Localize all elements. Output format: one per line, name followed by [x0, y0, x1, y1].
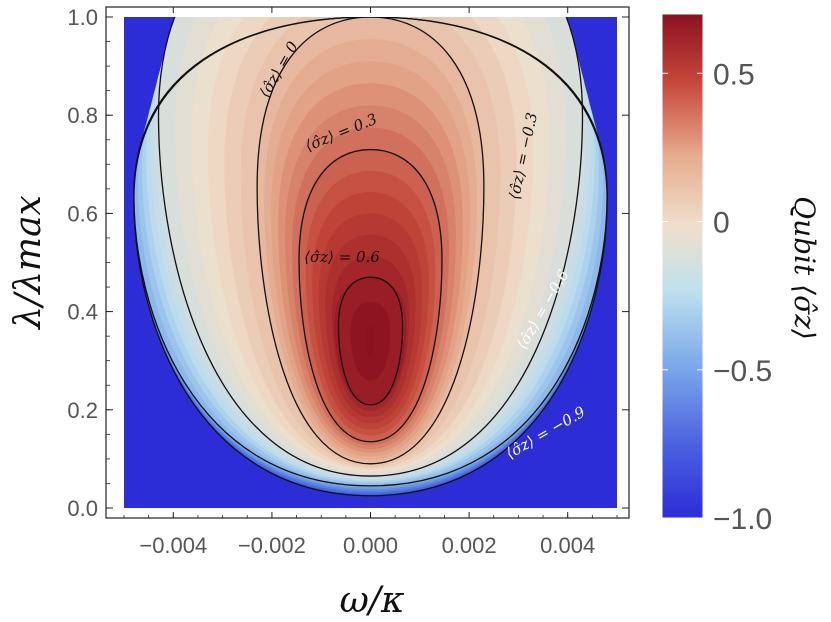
contour-line [337, 276, 404, 406]
colorbar [661, 13, 704, 519]
y-tick-label: 0.6 [67, 201, 98, 226]
y-tick-label: 0.0 [67, 496, 98, 521]
colorbar-ticks: 0.5 0 −0.5 −1.0 [662, 58, 772, 536]
contour-label: ⟨σ̂z⟩ = 0.6 [304, 248, 380, 266]
contour-line [133, 17, 608, 487]
y-tick-label: 1.0 [67, 5, 98, 30]
heatmap-field [124, 17, 617, 508]
colorbar-tick-label: 0 [713, 207, 730, 240]
y-tick-label: 0.2 [67, 398, 98, 423]
contour-lines [133, 17, 608, 497]
y-axis-ticks: 0.0 0.2 0.4 0.6 0.8 1.0 [67, 5, 629, 521]
y-tick-label: 0.8 [67, 103, 98, 128]
x-tick-label: −0.002 [238, 533, 306, 558]
x-tick-label: 0.002 [442, 533, 497, 558]
contour-line [133, 17, 608, 497]
contour-line [157, 17, 584, 477]
heat-band [366, 326, 375, 356]
x-axis-ticks: −0.004 −0.002 0.000 0.002 0.004 [123, 7, 618, 558]
x-tick-label: 0.004 [540, 533, 595, 558]
x-tick-label: 0.000 [343, 533, 398, 558]
colorbar-tick-label: −1.0 [713, 503, 772, 536]
x-axis-title: ω/κ [339, 580, 404, 621]
x-tick-label: −0.004 [139, 533, 207, 558]
colorbar-tick-label: 0.5 [713, 58, 755, 91]
contour-line [298, 148, 443, 443]
contour-line [256, 17, 485, 465]
y-axis-title: λ/λmax [8, 195, 49, 331]
colorbar-title: Qubit ⟨σ̂z⟩ [788, 196, 821, 340]
colorbar-tick-label: −0.5 [713, 355, 772, 388]
y-tick-label: 0.4 [67, 300, 98, 325]
